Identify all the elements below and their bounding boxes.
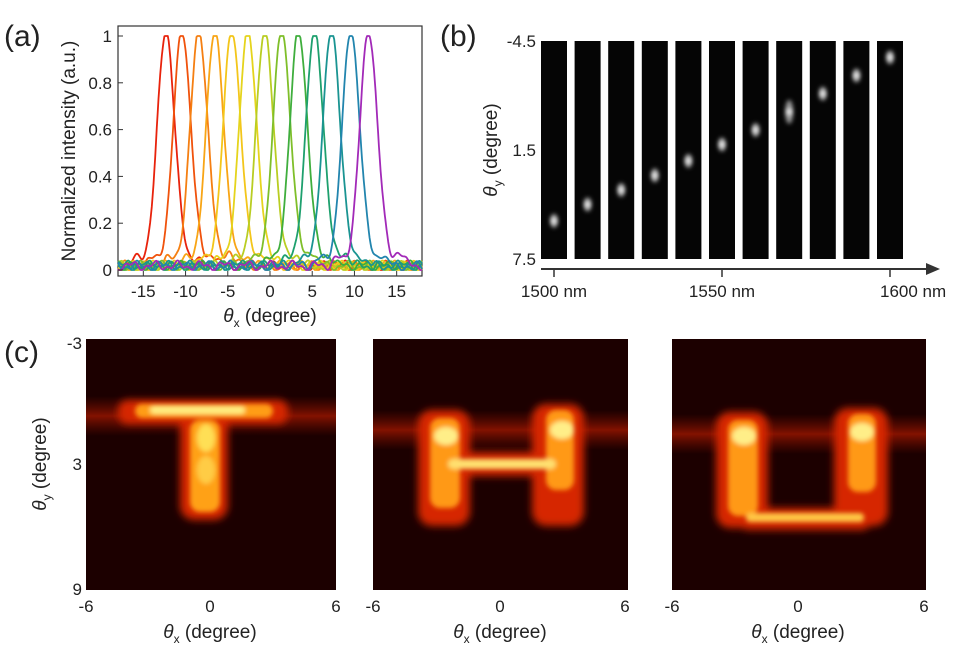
panel-b-chart: -4.5 1.5 7.5 1500 nm 1550 nm 1600 nm θy (deg… [481,32,946,301]
panel-b-spot [854,72,859,80]
panel-label-a: (a) [4,20,41,53]
panel-b-y-tick-label: 1.5 [512,141,536,160]
panel-a-y-tick-label: 0 [103,261,112,280]
panel-b-y-ticks: -4.5 1.5 7.5 [507,32,536,269]
panel-b-spot [619,186,624,194]
panel-a-x-tick-label: 15 [387,282,406,301]
panel-b-x-tick-label: 1550 nm [689,282,755,301]
panel-c-U-x-tick-left: -6 [664,597,679,616]
panel-a-series-line-peak-9 [117,35,423,271]
heatmap-letter-U [672,339,926,590]
panel-c-T-x-axis-label: θx (degree) [163,622,256,646]
panel-b-spot [787,108,792,116]
panel-b-strip-1510 [574,41,601,259]
panel-b-spot [820,90,825,98]
panel-c-T-x-tick-right: 6 [331,597,340,616]
heatmap-letter-T [86,339,336,590]
panel-a-x-tick-label: 0 [265,282,274,301]
panel-b-strip-1570 [776,41,803,259]
panel-label-c: (c) [4,336,39,369]
panel-b-spot [887,53,893,61]
panel-c-y-tick-bottom: 9 [73,580,82,599]
panel-a-series-line-peak-13 [117,35,423,271]
panel-a-y-ticks: 0 0.2 0.4 0.6 0.8 1 [88,27,123,280]
panel-c-H-x-tick-right: 6 [620,597,629,616]
panel-c-x-axis-H: -6 0 6 θx (degree) [365,597,629,646]
panel-b-image-strips [541,41,903,259]
panel-b-y-axis-label: θy (degree) [481,103,505,196]
panel-a-x-tick-label: -10 [173,282,198,301]
panel-b-strip-1560 [742,41,769,259]
panel-b-spot [652,171,657,179]
panel-a-y-tick-label: 0.4 [88,167,112,186]
panel-c-U-x-axis-label: θx (degree) [751,622,844,646]
panel-b-y-tick-label: 7.5 [512,250,536,269]
panel-c-x-axis-U: -6 0 6 θx (degree) [664,597,928,646]
panel-b-spot [686,157,691,165]
panel-a-x-ticks: -15 -10 -5 0 5 10 15 [131,271,406,301]
panel-a-x-tick-label: -5 [220,282,235,301]
panel-c-U-x-tick-right: 6 [919,597,928,616]
panel-c-y-tick-mid: 3 [73,455,82,474]
panel-c-T-x-tick-left: -6 [78,597,93,616]
panel-b-x-tick-label: 1600 nm [880,282,946,301]
panel-b-strip-1530 [641,41,668,259]
panel-a-y-tick-label: 0.8 [88,74,112,93]
panel-b-strip-1520 [608,41,635,259]
panel-b-strip-1580 [809,41,836,259]
panel-a-series-line-peak-11 [117,35,423,271]
panel-b-y-tick-label: -4.5 [507,32,536,51]
panel-b-spot [753,126,758,134]
panel-c-y-axis-label: θy (degree) [30,417,54,510]
panel-a-x-tick-label: -15 [131,282,156,301]
panel-b-spot [551,217,557,225]
panel-c-U-x-tick-mid: 0 [793,597,802,616]
panel-b-strip-1540 [675,41,702,259]
panel-label-b: (b) [440,20,477,53]
heatmap-letter-H [373,339,628,590]
panel-a-series-line-peak-12 [117,35,423,271]
panel-a-chart: -15 -10 -5 0 5 10 15 0 0.2 0.4 0.6 0.8 1 Normalized… [59,25,423,330]
panel-a-y-tick-label: 0.6 [88,121,112,140]
panel-b-axis-arrowhead [926,263,940,275]
panel-b-x-tick-label: 1500 nm [521,282,587,301]
panel-b-strip-1600 [877,41,903,259]
panel-a-y-tick-label: 0.2 [88,214,112,233]
panel-c-x-axis-T: -6 0 6 θx (degree) [78,597,340,646]
panel-b-spot [719,141,725,149]
panel-c-y-tick-top: -3 [67,334,82,353]
panel-a-x-axis-label: θx (degree) [223,306,316,330]
panel-c-T-x-tick-mid: 0 [205,597,214,616]
panel-a-x-tick-label: 5 [307,282,316,301]
panel-c-H-x-tick-mid: 0 [495,597,504,616]
panel-b-x-ticks: 1500 nm 1550 nm 1600 nm [521,269,946,301]
panel-a-series-group [117,35,423,271]
panel-c-H-x-axis-label: θx (degree) [453,622,546,646]
panel-a-y-tick-label: 1 [103,27,112,46]
panel-a-y-axis-label: Normalized intensity (a.u.) [59,41,80,262]
panel-a-x-tick-label: 10 [345,282,364,301]
panel-c-chart: -3 3 9 θy (degree) -6 0 6 θx (degree) -6… [30,334,929,646]
panel-b-spot [585,201,590,208]
panel-c-H-x-tick-left: -6 [365,597,380,616]
